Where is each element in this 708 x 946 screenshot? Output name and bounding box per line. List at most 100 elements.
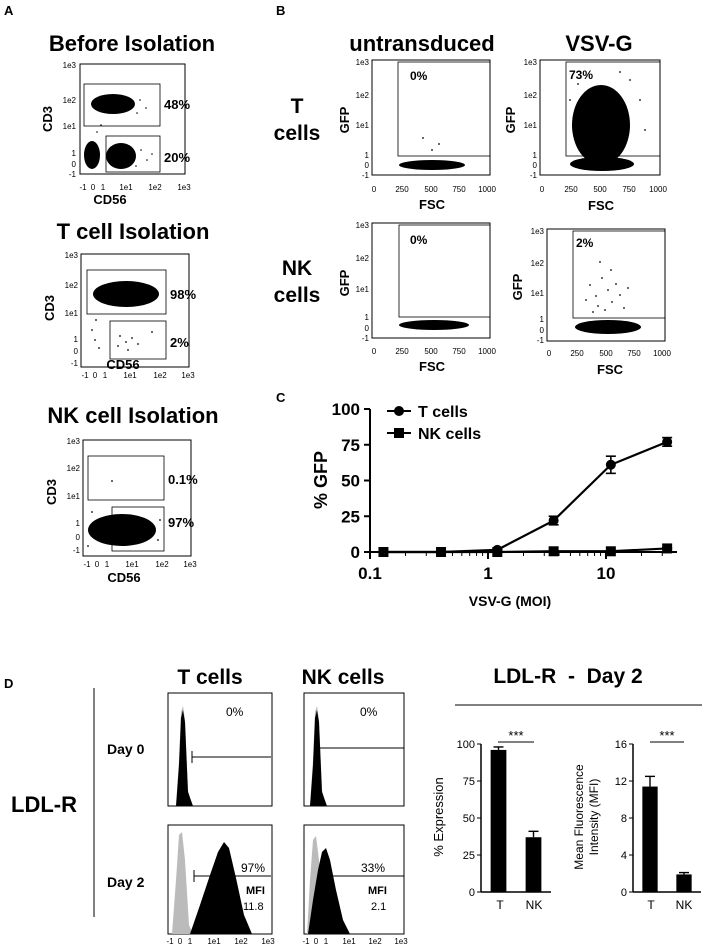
panel-c-label: C bbox=[276, 390, 286, 405]
x-tick-labels: -1 0 1 1e1 1e2 1e3 bbox=[302, 937, 408, 946]
panelB-col-title-1: untransduced bbox=[349, 31, 494, 56]
data-point bbox=[548, 515, 559, 526]
gate-percent-upper: 0.1% bbox=[168, 472, 198, 487]
panelA-title-1: Before Isolation bbox=[49, 31, 215, 56]
svg-text:1e2: 1e2 bbox=[65, 281, 79, 290]
stain-peak bbox=[176, 710, 193, 806]
bar-header: LDL-R - Day 2 bbox=[493, 665, 642, 688]
svg-text:1: 1 bbox=[324, 937, 329, 946]
data-point bbox=[436, 547, 447, 557]
y-tick-labels: 1e3 1e2 1e1 1 0 -1 bbox=[65, 251, 79, 368]
svg-text:750: 750 bbox=[452, 347, 466, 356]
histogram-nk-day0: 0% bbox=[303, 692, 405, 807]
y-axis-label-line1: Mean Fluorescence bbox=[572, 764, 586, 870]
flow-plot-t-untransduced: 0% GFP FSC 1e3 1e2 1e1 1 0 -1 0 250 500 … bbox=[337, 58, 496, 212]
x-axis-label: FSC bbox=[597, 362, 624, 377]
y-tick-labels: 1e3 1e2 1e1 1 0 -1 bbox=[524, 58, 538, 180]
svg-text:0: 0 bbox=[372, 185, 377, 194]
svg-text:1e1: 1e1 bbox=[67, 492, 81, 501]
svg-text:250: 250 bbox=[564, 185, 578, 194]
y-tick-labels: 1e3 1e2 1e1 1 0 -1 bbox=[531, 227, 545, 345]
y-axis-label: % GFP bbox=[311, 451, 331, 509]
cell-cluster-neg bbox=[570, 157, 634, 171]
svg-text:1e2: 1e2 bbox=[368, 937, 382, 946]
svg-text:1: 1 bbox=[540, 315, 545, 324]
svg-text:1e3: 1e3 bbox=[261, 937, 275, 946]
svg-text:1e1: 1e1 bbox=[356, 285, 370, 294]
panelB-row-title-1a: T bbox=[291, 95, 304, 118]
gfp-gate bbox=[397, 61, 491, 157]
svg-text:1e1: 1e1 bbox=[356, 121, 370, 130]
svg-text:500: 500 bbox=[593, 185, 607, 194]
svg-text:0: 0 bbox=[372, 347, 377, 356]
svg-text:0: 0 bbox=[365, 324, 370, 333]
x-axis-label: FSC bbox=[419, 197, 446, 212]
y-axis-label: CD3 bbox=[40, 106, 55, 132]
data-point bbox=[605, 459, 616, 470]
bars bbox=[642, 775, 692, 892]
panelD-row-main: LDL-R bbox=[11, 792, 77, 817]
x-tick-label: 10 bbox=[597, 564, 616, 583]
significance-stars: *** bbox=[508, 728, 523, 743]
panelB-row-title-2a: NK bbox=[282, 257, 312, 280]
y-tick-label: 100 bbox=[332, 400, 360, 419]
svg-text:1e2: 1e2 bbox=[356, 91, 370, 100]
plot-frame bbox=[79, 63, 186, 175]
x-tick-labels: 0 250 500 750 1000 bbox=[540, 185, 668, 194]
svg-text:-1: -1 bbox=[302, 937, 310, 946]
mfi-value: 2.1 bbox=[371, 901, 386, 913]
svg-text:1000: 1000 bbox=[478, 347, 496, 356]
plot-frame bbox=[82, 439, 192, 557]
bar-t bbox=[642, 786, 658, 892]
isotype-peak bbox=[172, 832, 193, 934]
panel-a-label: A bbox=[4, 3, 14, 18]
cell-cluster bbox=[575, 320, 641, 334]
svg-text:-1: -1 bbox=[73, 546, 81, 555]
svg-text:0: 0 bbox=[178, 937, 183, 946]
svg-text:0: 0 bbox=[365, 161, 370, 170]
y-tick-label: 25 bbox=[463, 850, 475, 862]
svg-text:1e2: 1e2 bbox=[531, 259, 545, 268]
svg-text:1000: 1000 bbox=[649, 185, 667, 194]
svg-text:500: 500 bbox=[424, 185, 438, 194]
cell-cluster-t bbox=[91, 94, 135, 114]
panelD-row-title-day2: Day 2 bbox=[107, 874, 145, 890]
svg-text:1e3: 1e3 bbox=[63, 61, 77, 70]
gate-upper bbox=[87, 455, 165, 501]
svg-text:1e1: 1e1 bbox=[524, 121, 538, 130]
panelD-col-title-nk: NK cells bbox=[302, 666, 385, 689]
y-tick-label: 50 bbox=[341, 472, 360, 491]
flow-plot-nk-untransduced: 0% GFP FSC 1e3 1e2 1e1 1 0 -1 0 250 500 … bbox=[337, 221, 496, 374]
svg-text:1e3: 1e3 bbox=[356, 58, 370, 67]
svg-text:1e2: 1e2 bbox=[155, 560, 169, 569]
x-label-t: T bbox=[647, 898, 655, 912]
flow-plot-nk-vsvg: 2% GFP FSC 1e3 1e2 1e1 1 0 -1 0 250 500 … bbox=[510, 227, 671, 377]
series-nk-cells bbox=[378, 543, 673, 557]
legend-label-nk: NK cells bbox=[418, 426, 481, 443]
svg-text:1e2: 1e2 bbox=[67, 464, 81, 473]
gate-percent-lower: 97% bbox=[168, 515, 194, 530]
y-ticks: 0 25 50 75 100 bbox=[332, 400, 370, 562]
svg-text:1000: 1000 bbox=[653, 349, 671, 358]
svg-text:0: 0 bbox=[93, 371, 98, 380]
x-tick-labels: 0 250 500 750 1000 bbox=[547, 349, 672, 358]
y-tick-labels: 1e3 1e2 1e1 1 0 -1 bbox=[63, 61, 77, 179]
series-line bbox=[383, 440, 668, 554]
line-chart-gfp: 0 25 50 75 100 0.1 1 10 % GFP VSV-G (MOI) T ce… bbox=[311, 400, 677, 609]
svg-text:0: 0 bbox=[547, 349, 552, 358]
svg-text:1e3: 1e3 bbox=[65, 251, 79, 260]
svg-text:-1: -1 bbox=[83, 560, 91, 569]
plot-frame bbox=[303, 824, 405, 935]
data-point bbox=[605, 546, 616, 557]
cell-cluster bbox=[399, 320, 469, 330]
mfi-value: 11.8 bbox=[243, 901, 264, 913]
x-tick-labels: 0 250 500 750 1000 bbox=[372, 185, 497, 194]
plot-frame bbox=[303, 692, 405, 807]
cell-cluster-t bbox=[93, 281, 159, 307]
scatter-dust bbox=[96, 99, 153, 167]
panel-d-label: D bbox=[4, 676, 13, 691]
y-ticks: 0 4 8 12 16 bbox=[615, 739, 633, 899]
bar-nk bbox=[676, 874, 692, 892]
svg-text:0: 0 bbox=[314, 937, 319, 946]
gate-percent-lower: 2% bbox=[170, 335, 189, 350]
